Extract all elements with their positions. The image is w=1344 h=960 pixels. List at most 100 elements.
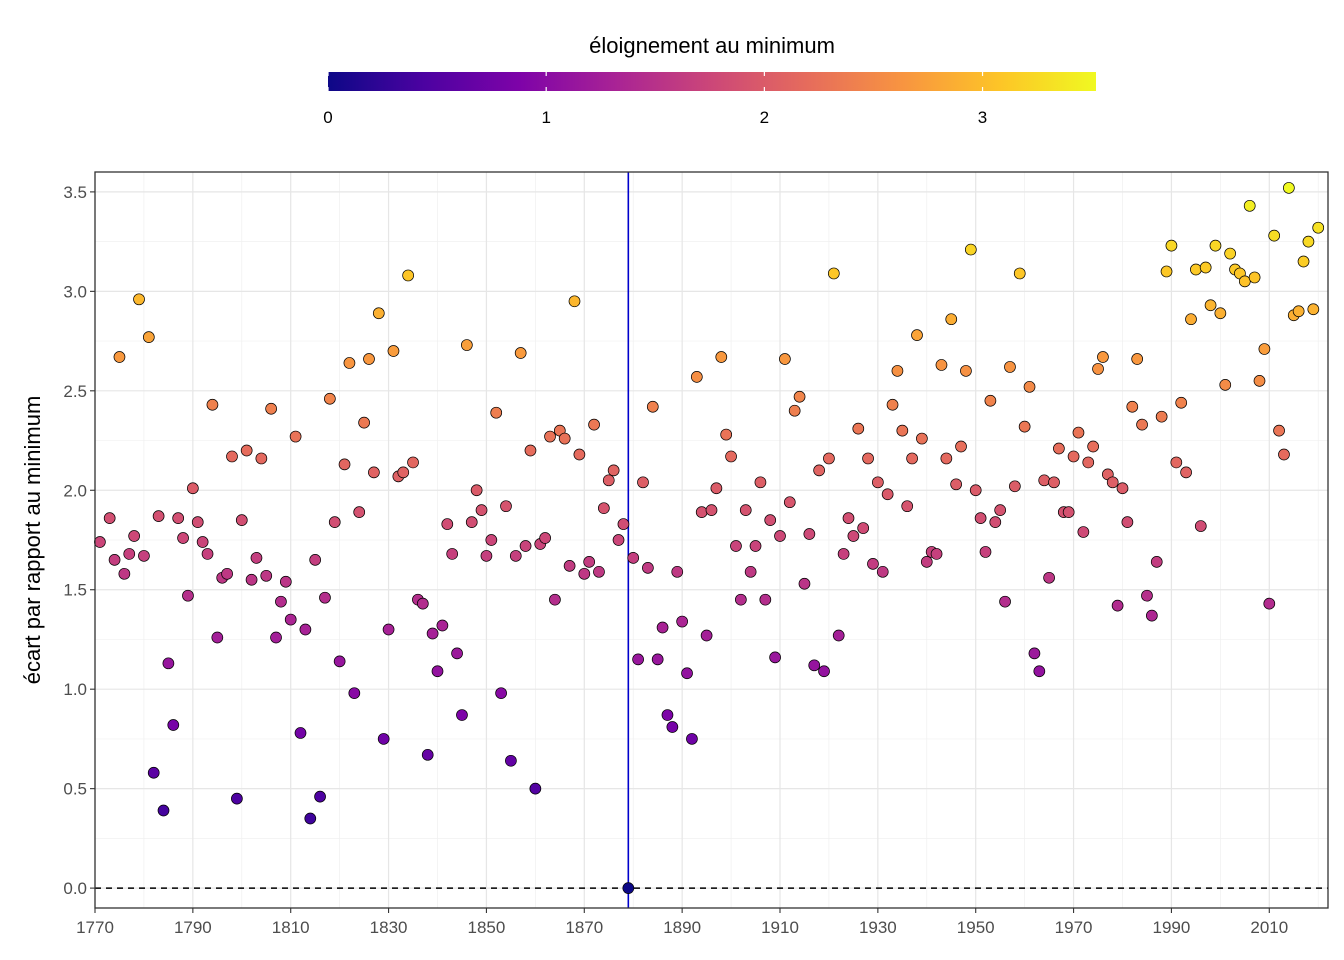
data-point [397,466,410,479]
data-points [94,182,1325,894]
data-point [505,754,517,767]
y-tick-label: 1.5 [63,581,87,600]
data-point [461,339,473,351]
data-point [240,444,253,457]
data-point [764,514,777,526]
x-tick-label: 1890 [663,918,701,937]
x-tick-label: 1930 [859,918,897,937]
data-point [1053,442,1065,455]
data-point [994,504,1007,517]
data-point [578,567,591,580]
data-point [779,353,791,365]
data-point [279,575,292,588]
data-point [602,474,615,487]
x-tick-label: 1850 [468,918,506,937]
data-point [138,550,150,562]
data-point [1185,313,1197,326]
data-point [1165,239,1178,252]
x-tick-label: 1770 [76,918,114,937]
data-point [754,476,767,489]
data-point [1243,199,1256,212]
data-point [324,392,336,405]
data-point [1097,351,1109,363]
data-point [558,432,571,445]
data-point [1204,299,1217,312]
x-tick-label: 2010 [1250,918,1288,937]
data-point [945,313,958,326]
data-point [172,512,185,524]
data-point [916,432,928,445]
data-point [1258,343,1271,355]
data-point [793,390,806,403]
data-point [304,812,317,825]
data-point [1116,482,1129,495]
data-point [886,398,899,411]
data-point [1190,263,1202,276]
data-point [695,506,708,519]
data-point [964,243,977,256]
data-point [1312,221,1325,234]
data-point [637,476,649,489]
data-point [524,444,537,457]
data-point [142,331,155,343]
data-point [588,418,600,431]
data-point [690,371,703,383]
data-point [759,593,772,606]
data-point [876,565,889,578]
data-point [446,548,459,560]
data-point [265,402,277,415]
data-point [314,790,326,803]
data-point [730,540,742,552]
data-point [402,269,414,282]
data-point [607,464,620,477]
data-point [1209,239,1222,252]
data-point [1175,396,1188,409]
data-point [906,452,918,465]
data-point [358,416,370,429]
data-point [749,540,762,552]
data-point [270,631,282,644]
data-point [191,516,204,528]
data-point [1067,450,1080,463]
data-point [661,709,674,721]
y-tick-label: 3.0 [63,282,87,301]
y-tick-label: 1.0 [63,680,87,699]
data-point [686,733,698,745]
data-point [338,458,351,471]
data-point [813,464,825,477]
data-point [152,510,165,522]
data-point [974,512,987,524]
data-point [182,589,194,602]
data-point [666,721,679,733]
data-point [930,548,943,560]
data-point [187,482,199,495]
data-point [881,488,894,501]
y-tick-label: 2.5 [63,382,87,401]
data-point [593,565,605,578]
reference-lines [95,172,1328,908]
data-point [1033,665,1046,678]
colorbar-tick-label: 2 [760,108,769,127]
data-point [416,597,429,610]
data-point [867,558,879,570]
data-point [1224,247,1236,260]
data-point [642,561,654,574]
data-point [451,647,463,660]
data-point [847,530,860,542]
data-point [935,359,948,371]
data-point [598,502,610,515]
data-point [103,512,116,524]
data-point [783,496,796,509]
data-point [250,552,263,564]
data-point [999,595,1011,608]
data-point [891,365,904,377]
data-point [1013,267,1026,280]
x-tick-label: 1790 [174,918,212,937]
data-point [1292,305,1305,318]
data-point [1087,440,1099,453]
data-point [549,593,561,606]
data-point [1278,448,1290,461]
data-point [299,623,312,636]
data-point [368,466,380,479]
